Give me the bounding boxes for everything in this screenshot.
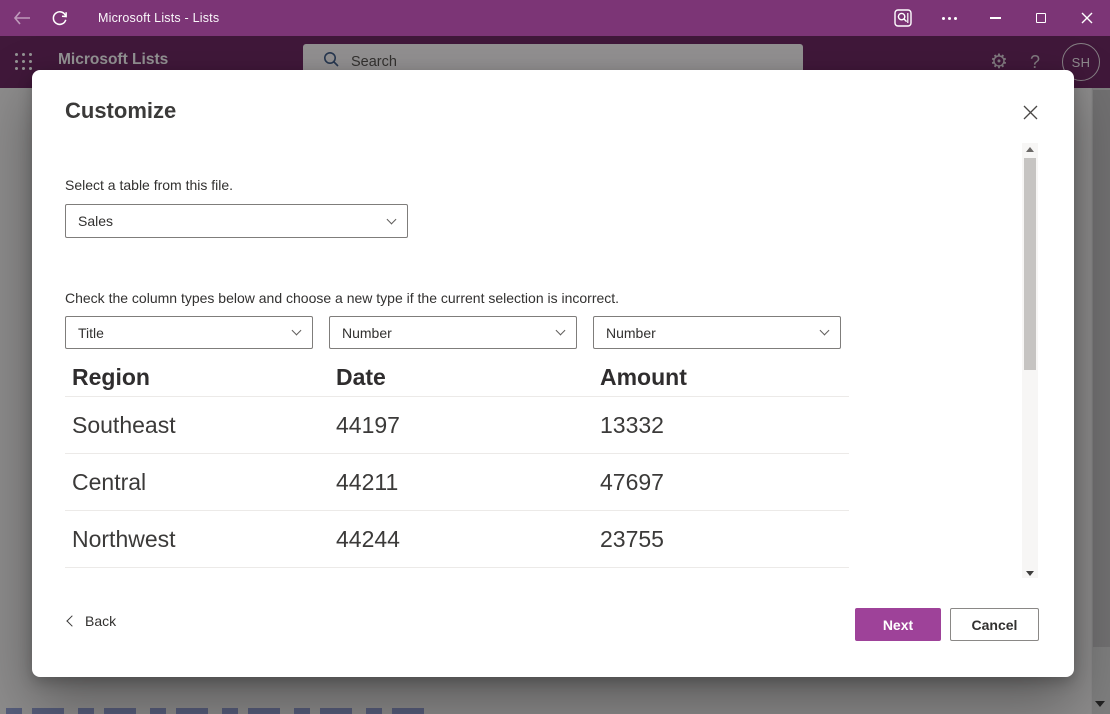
column-header: Region xyxy=(72,363,150,390)
more-icon[interactable] xyxy=(926,0,972,36)
table-preview: Region Date Amount Southeast 44197 13332… xyxy=(65,358,849,568)
cell-date: 44197 xyxy=(336,411,400,438)
back-button[interactable]: Back xyxy=(66,613,117,629)
minimize-icon[interactable] xyxy=(972,0,1018,36)
cell-region: Southeast xyxy=(72,411,176,438)
cancel-button[interactable]: Cancel xyxy=(950,608,1039,641)
back-label: Back xyxy=(85,613,117,629)
table-divider xyxy=(65,567,849,568)
column-type-value-1: Title xyxy=(78,324,104,341)
next-button[interactable]: Next xyxy=(855,608,941,641)
check-columns-label: Check the column types below and choose … xyxy=(65,290,620,306)
cell-region: Central xyxy=(72,468,147,495)
dialog-close-icon[interactable] xyxy=(1020,102,1040,122)
table-header-row: Region Date Amount xyxy=(65,358,849,396)
window-title: Microsoft Lists - Lists xyxy=(98,11,220,25)
table-row: Southeast 44197 13332 xyxy=(65,396,849,453)
cell-region: Northwest xyxy=(72,525,176,552)
dialog-scrollbar-thumb[interactable] xyxy=(1024,158,1036,370)
dialog-scrollbar[interactable] xyxy=(1022,143,1038,578)
maximize-icon[interactable] xyxy=(1018,0,1064,36)
chevron-down-icon xyxy=(819,325,830,336)
search-placeholder: Search xyxy=(351,54,397,70)
avatar[interactable]: SH xyxy=(1062,43,1100,81)
column-type-select-3[interactable]: Number xyxy=(593,316,841,349)
close-icon[interactable] xyxy=(1064,0,1110,36)
gear-icon[interactable]: ⚙ xyxy=(990,51,1008,73)
chevron-down-icon xyxy=(291,325,302,336)
chevron-down-icon xyxy=(555,325,566,336)
chevron-left-icon xyxy=(66,615,78,627)
table-select-value: Sales xyxy=(78,213,114,229)
column-type-value-2: Number xyxy=(342,324,392,341)
table-row: Central 44211 47697 xyxy=(65,453,849,510)
table-row: Northwest 44244 23755 xyxy=(65,510,849,567)
cell-amount: 23755 xyxy=(600,525,664,552)
search-icon xyxy=(323,51,340,73)
dialog-title: Customize xyxy=(65,98,177,123)
page-scrollbar[interactable] xyxy=(1091,88,1110,714)
app-name: Microsoft Lists xyxy=(58,51,169,68)
column-type-select-1[interactable]: Title xyxy=(65,316,313,349)
scroll-up-icon[interactable] xyxy=(1026,147,1034,152)
refresh-icon[interactable] xyxy=(48,6,72,30)
back-icon[interactable] xyxy=(10,6,34,30)
cell-date: 44211 xyxy=(336,468,399,495)
scroll-down-icon[interactable] xyxy=(1026,571,1034,576)
column-type-value-3: Number xyxy=(606,324,656,341)
cell-amount: 47697 xyxy=(600,468,664,495)
table-select[interactable]: Sales xyxy=(65,204,408,238)
page-scrollbar-thumb[interactable] xyxy=(1093,90,1110,647)
waffle-icon[interactable] xyxy=(13,51,34,72)
customize-dialog: Customize Select a table from this file.… xyxy=(32,70,1074,677)
column-type-select-2[interactable]: Number xyxy=(329,316,577,349)
chevron-down-icon xyxy=(386,214,397,224)
select-table-label: Select a table from this file. xyxy=(65,177,234,193)
cell-date: 44244 xyxy=(336,525,400,552)
scroll-down-icon[interactable] xyxy=(1095,701,1105,707)
search-app-icon[interactable] xyxy=(880,0,926,36)
column-header: Amount xyxy=(600,363,687,390)
window-titlebar: Microsoft Lists - Lists xyxy=(0,0,1110,36)
partial-status-text xyxy=(6,708,426,714)
cell-amount: 13332 xyxy=(600,411,664,438)
help-icon[interactable]: ? xyxy=(1029,51,1040,72)
column-header: Date xyxy=(336,363,386,390)
